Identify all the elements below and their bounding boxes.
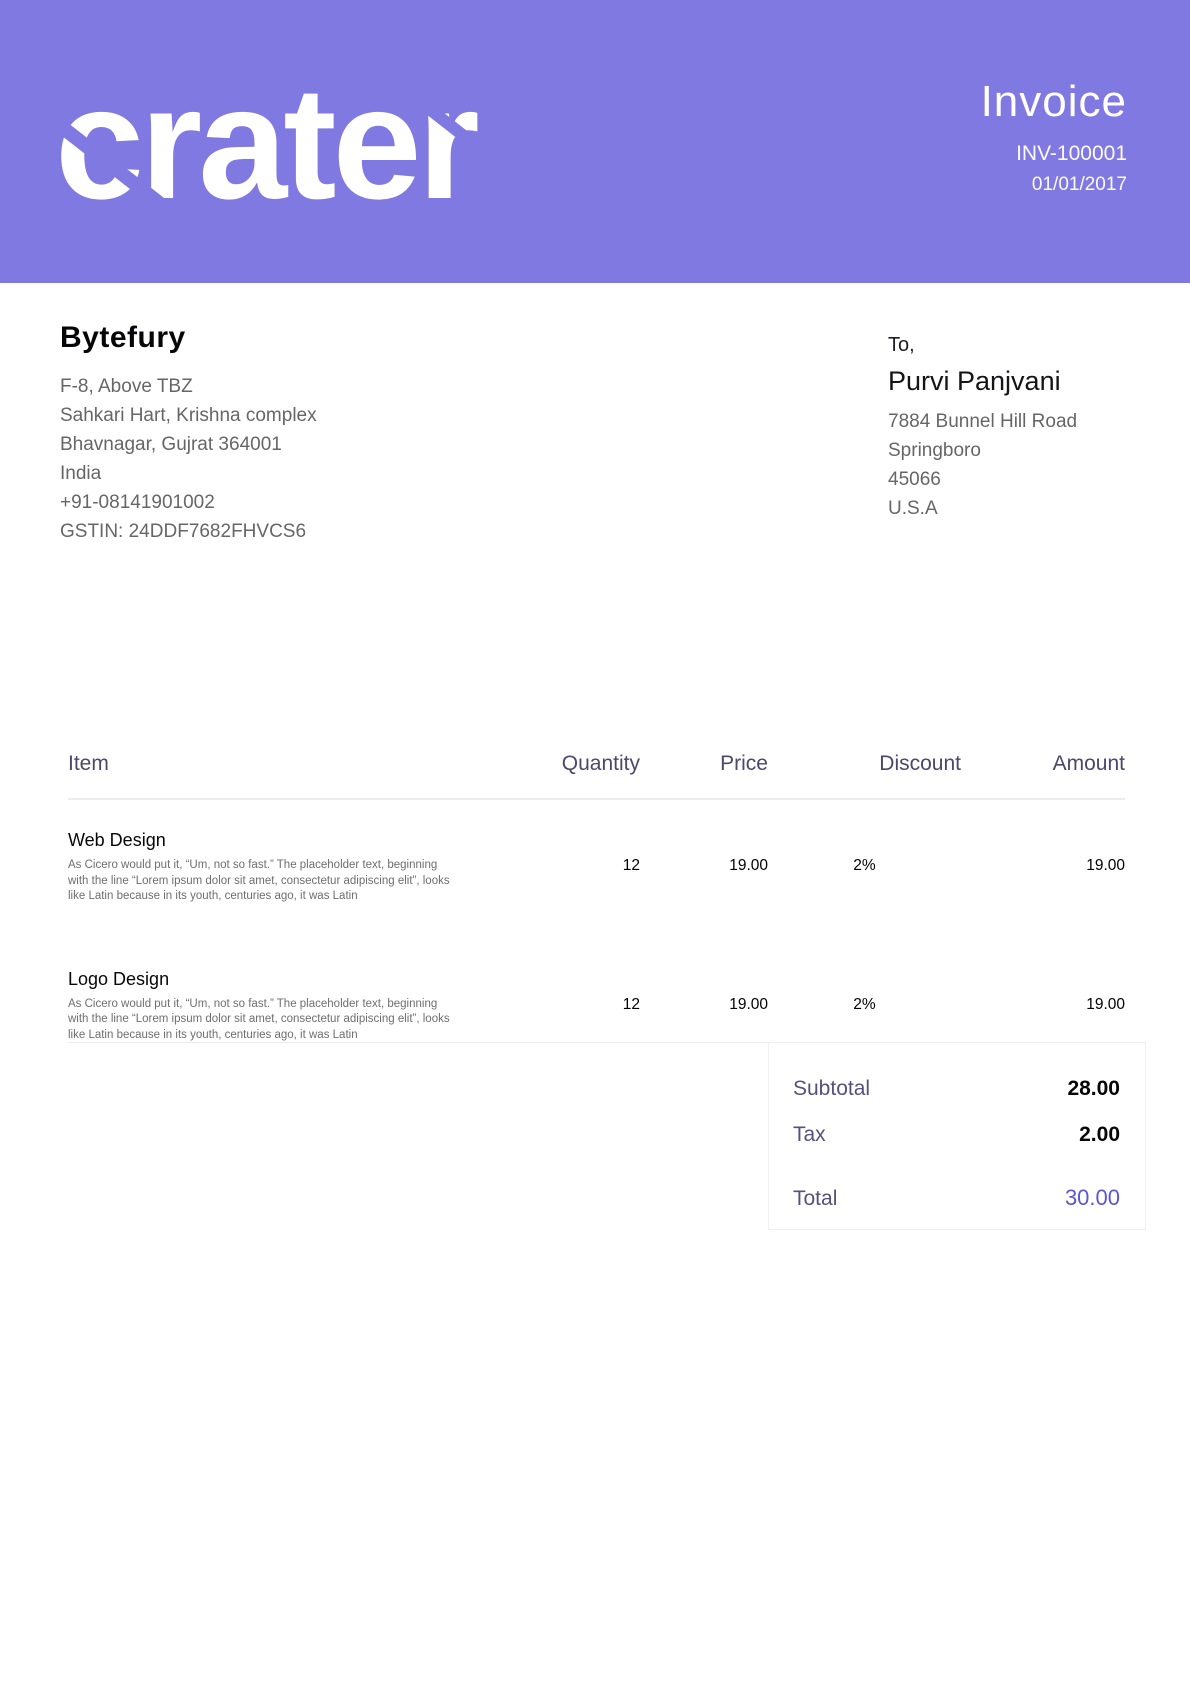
total-label: Total — [793, 1187, 838, 1210]
item-description: As Cicero would put it, “Um, not so fast… — [68, 859, 450, 902]
item-name: Web Design — [68, 830, 166, 850]
table-row: Logo Design As Cicero would put it, “Um,… — [68, 939, 1125, 1078]
company-address-line: Bhavnagar, Gujrat 364001 — [60, 434, 282, 455]
billing-name: Purvi Panjvani — [888, 366, 1061, 396]
item-amount: 19.00 — [1086, 857, 1125, 874]
subtotal-label: Subtotal — [793, 1077, 871, 1100]
billing-block: To, Purvi Panjvani 7884 Bunnel Hill Road… — [888, 334, 1148, 523]
invoice-title: Invoice — [980, 77, 1127, 126]
invoice-number: INV-100001 — [1016, 142, 1127, 166]
billing-address-line: Springboro — [888, 440, 981, 461]
company-address-line: Sahkari Hart, Krishna complex — [60, 405, 317, 426]
billing-to-label: To, — [888, 334, 915, 356]
item-quantity: 12 — [622, 857, 640, 874]
crater-logo-icon: crater — [23, 53, 508, 232]
logo-cut-r — [412, 93, 508, 173]
item-amount: 19.00 — [1086, 995, 1125, 1013]
header-band: crater Invoice INV-100001 01/01/2017 — [0, 0, 1190, 283]
logo-text: crater — [55, 58, 478, 232]
company-name: Bytefury — [60, 321, 186, 354]
column-header-quantity: Quantity — [561, 752, 640, 775]
totals-section: Subtotal 28.00 Tax 2.00 Total 30.00 — [68, 1042, 1146, 1230]
item-price: 19.00 — [729, 857, 768, 874]
billing-address-line: U.S.A — [888, 498, 938, 519]
tax-label: Tax — [793, 1123, 826, 1146]
billing-address-line: 7884 Bunnel Hill Road — [888, 411, 1078, 432]
item-discount: 2% — [853, 857, 876, 874]
item-cell: Logo Design As Cicero would put it, “Um,… — [68, 967, 530, 1078]
crater-logo: crater — [23, 53, 535, 233]
company-address-line: F-8, Above TBZ — [60, 376, 193, 397]
company-gstin: GSTIN: 24DDF7682FHVCS6 — [60, 521, 307, 542]
company-block: Bytefury F-8, Above TBZ Sahkari Hart, Kr… — [60, 318, 480, 546]
item-discount: 2% — [853, 995, 876, 1013]
item-price: 19.00 — [729, 995, 768, 1013]
total-value: 30.00 — [1064, 1185, 1120, 1210]
subtotal-value: 28.00 — [1067, 1077, 1120, 1100]
logo-cut-c — [23, 95, 175, 217]
invoice-date: 01/01/2017 — [1031, 174, 1127, 196]
subtotal-row: Subtotal 28.00 — [793, 1077, 1120, 1101]
table-header-row: Item Quantity Price Discount Amount — [68, 752, 1125, 800]
item-name: Logo Design — [68, 968, 170, 989]
company-address-line: India — [60, 463, 102, 484]
item-quantity: 12 — [622, 995, 640, 1013]
company-address: F-8, Above TBZ Sahkari Hart, Krishna com… — [60, 372, 480, 546]
column-header-price: Price — [720, 752, 768, 775]
tax-value: 2.00 — [1079, 1123, 1120, 1146]
billing-address-line: 45066 — [888, 469, 941, 490]
item-description: As Cicero would put it, “Um, not so fast… — [68, 997, 450, 1041]
total-row: Total 30.00 — [793, 1185, 1120, 1211]
column-header-amount: Amount — [1052, 752, 1125, 775]
column-header-discount: Discount — [879, 752, 961, 775]
table-row: Web Design As Cicero would put it, “Um, … — [68, 800, 1125, 939]
billing-address: 7884 Bunnel Hill Road Springboro 45066 U… — [888, 407, 1148, 523]
items-table: Item Quantity Price Discount Amount Web … — [68, 752, 1125, 1077]
item-cell: Web Design As Cicero would put it, “Um, … — [68, 828, 530, 939]
company-phone: +91-08141901002 — [60, 492, 215, 513]
totals-box: Subtotal 28.00 Tax 2.00 Total 30.00 — [768, 1042, 1146, 1230]
tax-row: Tax 2.00 — [793, 1123, 1120, 1147]
column-header-item: Item — [68, 752, 109, 775]
invoice-meta: Invoice INV-100001 01/01/2017 — [980, 77, 1127, 196]
